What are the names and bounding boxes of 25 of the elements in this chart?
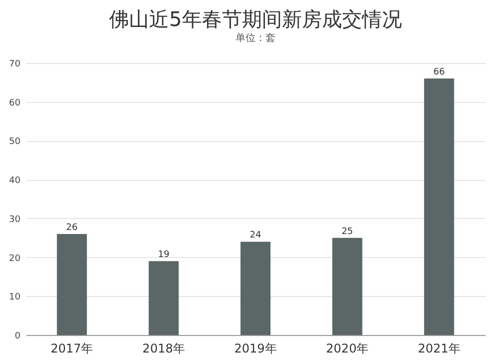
x-tick-label: 2020年 — [326, 342, 369, 356]
y-tick-label: 40 — [9, 176, 21, 186]
data-label: 25 — [342, 226, 354, 237]
y-tick-label: 60 — [9, 98, 21, 108]
y-tick-label: 70 — [9, 60, 21, 70]
bar — [56, 234, 87, 335]
bar — [148, 261, 179, 335]
y-tick-label: 0 — [14, 332, 21, 342]
x-tick-label: 2018年 — [142, 342, 185, 356]
bar — [332, 238, 362, 335]
y-tick-label: 20 — [9, 254, 21, 264]
x-tick-label: 2017年 — [50, 342, 94, 356]
x-tick-label: 2021年 — [418, 342, 460, 356]
y-tick-label: 50 — [9, 137, 21, 148]
y-tick-label: 10 — [9, 292, 21, 303]
x-tick-label: 2019年 — [234, 342, 277, 356]
data-label: 66 — [433, 68, 446, 78]
bar — [424, 78, 454, 335]
y-tick-label: 30 — [9, 214, 21, 225]
chart-subtitle: 单位：套 — [236, 32, 276, 44]
bar — [240, 242, 270, 335]
data-label: 24 — [250, 230, 262, 241]
data-label: 19 — [158, 250, 170, 260]
chart-title: 佛山近5年春节期间新房成交情况 — [109, 7, 402, 31]
data-label: 26 — [66, 222, 78, 233]
